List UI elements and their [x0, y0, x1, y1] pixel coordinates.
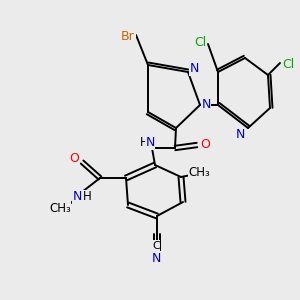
Text: Br: Br — [121, 31, 135, 44]
Text: N: N — [72, 190, 82, 203]
Text: C: C — [152, 241, 160, 251]
Text: H: H — [82, 190, 91, 203]
Text: N: N — [145, 136, 155, 149]
Text: CH₃: CH₃ — [49, 202, 71, 214]
Text: N: N — [151, 251, 161, 265]
Text: Cl: Cl — [282, 58, 294, 71]
Text: N: N — [235, 128, 245, 140]
Text: N: N — [201, 98, 211, 112]
Text: O: O — [69, 152, 79, 166]
Text: O: O — [200, 137, 210, 151]
Text: N: N — [189, 62, 199, 76]
Text: Cl: Cl — [194, 35, 206, 49]
Text: CH₃: CH₃ — [188, 167, 210, 179]
Text: H: H — [140, 136, 148, 149]
